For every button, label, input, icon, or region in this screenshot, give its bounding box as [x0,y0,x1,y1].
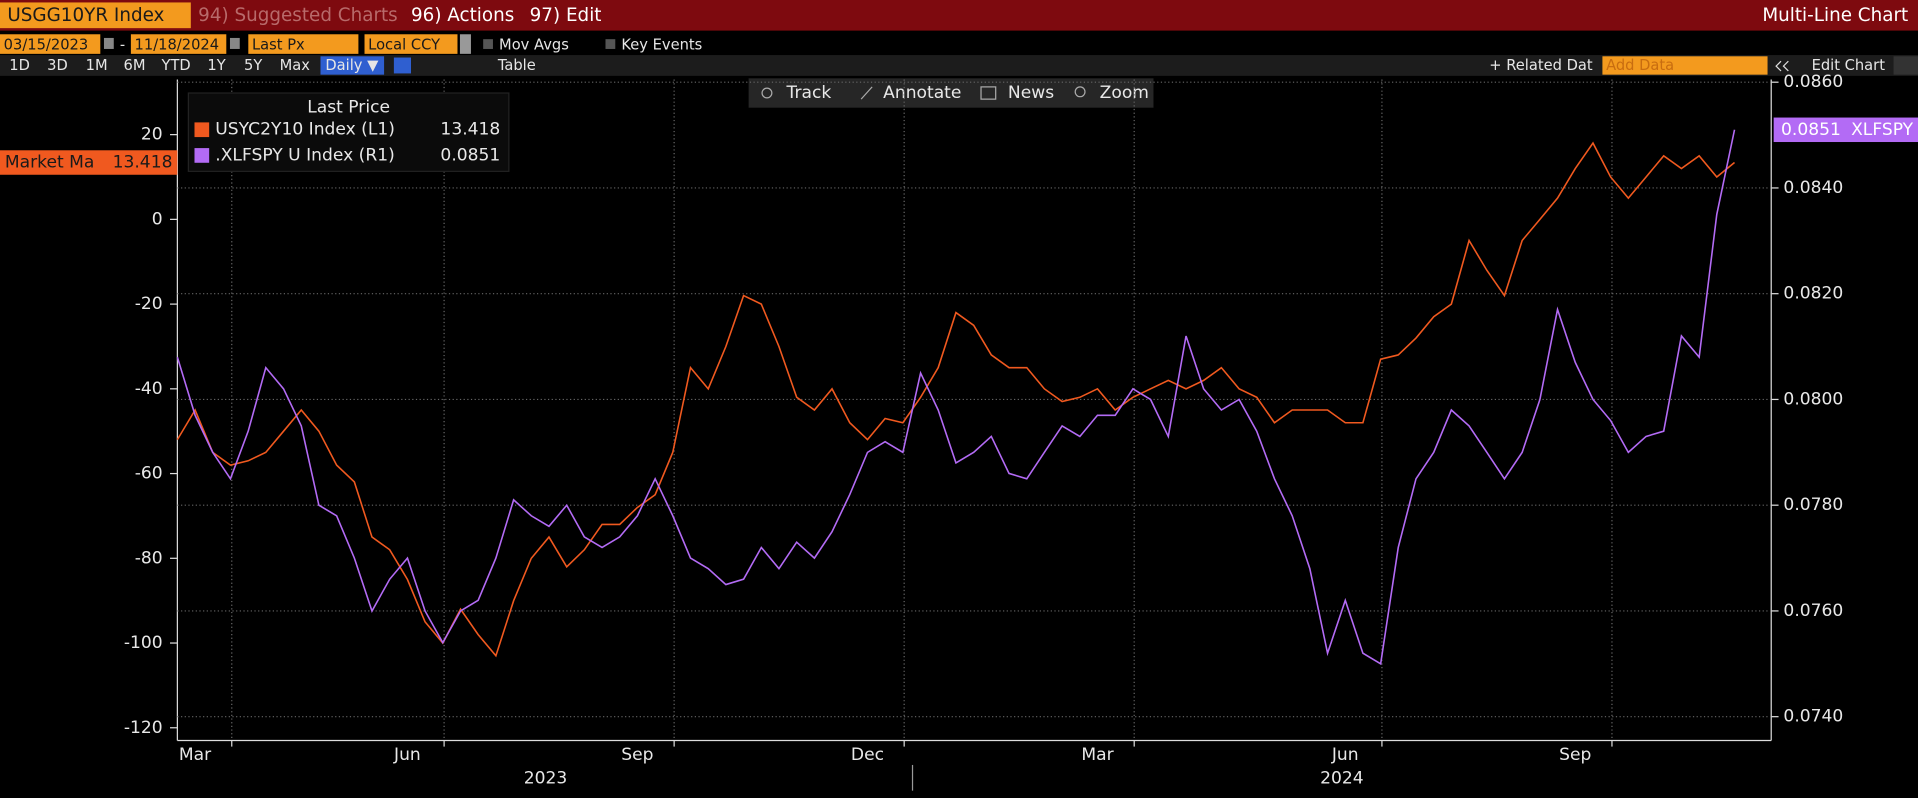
badge-label: XLFSPY [1851,120,1914,140]
series-line [176,129,1736,666]
y-tick-label: -20 [135,294,163,314]
range-button[interactable]: Max [280,57,311,74]
y-tick-label: -120 [124,718,163,738]
y2-tick-label: 0.0740 [1783,707,1843,727]
y2-tick-label: 0.0760 [1783,601,1843,621]
x-group-label: 2024 [1320,768,1364,788]
range-bar [0,55,1918,76]
table-button[interactable]: Table [497,57,536,74]
date-field[interactable] [0,34,101,54]
calendar-icon[interactable] [229,37,240,49]
x-tick-label: Jun [393,745,421,765]
x-tick-label: Dec [851,745,884,765]
x-tick-label: Jun [1331,745,1359,765]
badge-label: Market Ma [5,153,94,173]
checkbox[interactable] [605,39,616,49]
security-field[interactable] [0,2,191,29]
legend-swatch [194,122,210,138]
currency-select[interactable] [364,34,458,54]
y-tick-label: -40 [135,379,163,399]
y2-tick-label: 0.0820 [1783,284,1843,304]
checkbox[interactable] [483,39,493,49]
date-field[interactable] [130,34,227,54]
y-tick-label: -100 [124,633,163,653]
last-value-badge [0,150,178,175]
legend-title: Last Price [307,98,390,118]
menu[interactable]: 96) Actions [411,5,514,26]
add-data[interactable]: Add Data [1606,57,1674,74]
toggle[interactable]: Key Events [621,36,702,53]
range-button[interactable]: 5Y [244,57,262,74]
field[interactable]: Last Px [252,36,305,53]
view-title: Multi-Line Chart [1762,5,1908,26]
legend-swatch [194,148,210,163]
field-select[interactable] [248,34,359,54]
plot: 20 0 -20 -40 -60 -80 -100 -120 0.0860 0.0840 0.082… [0,72,1918,791]
y2-tick-label: 0.0860 [1783,72,1843,92]
y2-tick-label: 0.0780 [1783,495,1843,515]
currency[interactable]: Local CCY [368,36,440,53]
end-date[interactable]: 11/18/2024 [135,36,220,53]
range-button[interactable]: 1M [86,57,108,74]
annotate-icon [860,86,873,100]
track-tool[interactable]: Track [786,83,832,103]
menu[interactable]: 97) Edit [530,5,602,26]
x-tick-label: Sep [1559,745,1591,765]
y2-tick-label: 0.0800 [1783,389,1843,409]
zoom-tool[interactable]: Zoom [1100,83,1149,103]
news-icon [980,86,997,100]
start-date[interactable]: 03/15/2023 [4,36,89,53]
zoom-icon [1074,86,1086,98]
badge-value: 13.418 [113,153,173,173]
collapse-icon[interactable] [1782,60,1789,72]
series-line [176,141,1736,658]
x-group-label: 2023 [524,768,568,788]
y-tick-label: 0 [152,209,163,229]
last-value-badge [1773,117,1918,143]
chart-toolbar [748,78,1154,108]
legend [187,92,510,172]
y-tick-label: 20 [141,125,163,145]
range-button[interactable]: 1D [9,57,30,74]
chart-type-icon[interactable] [393,57,411,74]
expand-icon[interactable] [1893,56,1918,75]
frequency[interactable]: Daily ▼ [325,57,379,74]
news-tool[interactable]: News [1008,83,1054,103]
legend-entry: .XLFSPY U Index (R1) [215,145,395,165]
legend-value: 13.418 [440,120,500,140]
legend-value: 0.0851 [440,145,500,165]
x-tick-label: Mar [179,745,212,765]
y-tick-label: -80 [135,548,163,568]
range-button[interactable]: 3D [47,57,68,74]
x-tick-label: Sep [621,745,653,765]
y2-tick-label: 0.0840 [1783,178,1843,198]
calendar-icon[interactable] [103,37,114,49]
range-button[interactable]: 6M [124,57,146,74]
x-tick-label: Mar [1081,745,1114,765]
menu[interactable]: 94) Suggested Charts [198,5,398,26]
track-icon [761,87,773,99]
top-bar [0,0,1918,31]
badge-value: 0.0851 [1781,120,1841,140]
collapse-icon[interactable] [1775,60,1782,72]
date-separator: - [120,36,125,53]
legend-entry: USYC2Y10 Index (L1) [215,120,395,140]
y-tick-label: -60 [135,464,163,484]
add-data-field[interactable] [1602,56,1768,75]
frequency-select[interactable] [320,56,385,75]
range-button[interactable]: YTD [161,57,191,74]
range-button[interactable]: 1Y [207,57,225,74]
annotate-tool[interactable]: Annotate [883,83,961,103]
related-data[interactable]: + Related Dat [1489,57,1593,74]
toggle[interactable]: Mov Avgs [499,36,569,53]
security[interactable]: USGG10YR Index [7,5,164,26]
dropdown[interactable] [459,34,471,54]
edit-chart[interactable]: Edit Chart [1812,57,1886,74]
